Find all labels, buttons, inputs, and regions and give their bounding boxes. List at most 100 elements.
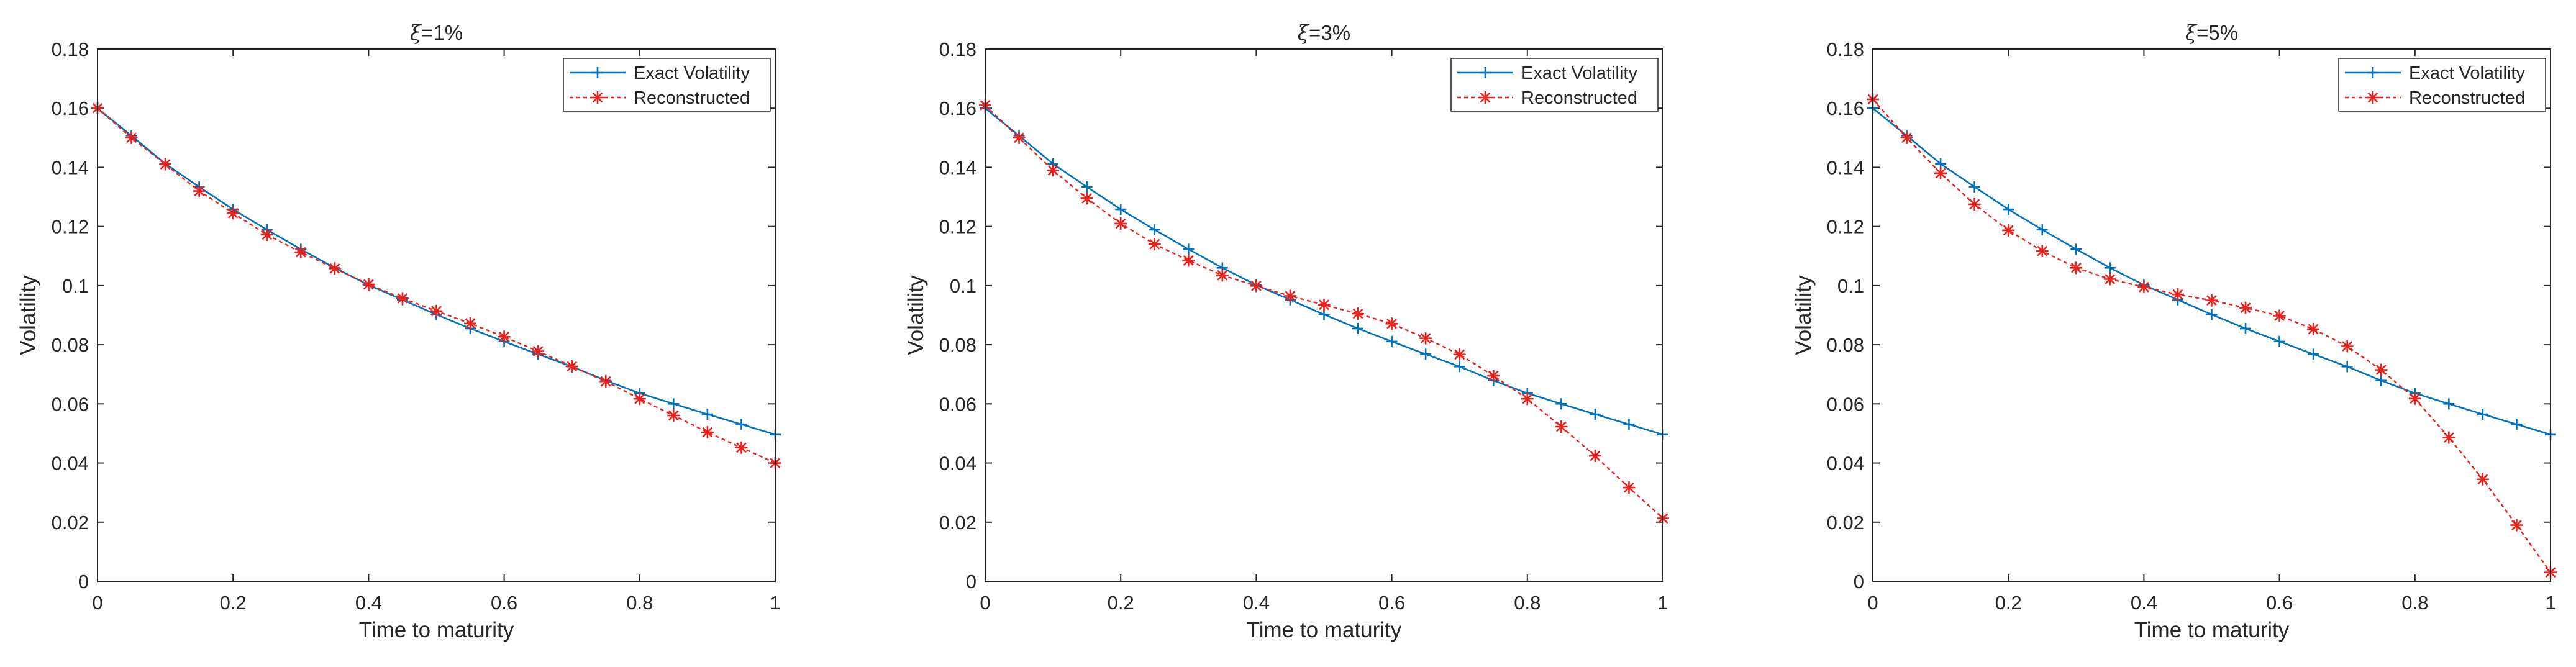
legend: Exact Volatility Reconstructed	[2338, 58, 2546, 112]
legend-marker	[591, 91, 604, 104]
y-tick-label: 0.1	[62, 275, 89, 297]
chart-title: ξ=1%	[410, 20, 463, 45]
y-tick-label: 0	[966, 571, 976, 592]
data-point	[498, 330, 511, 343]
x-tick-label: 0.2	[1995, 592, 2022, 614]
data-point	[2070, 243, 2082, 255]
data-point	[2206, 309, 2218, 320]
data-point	[1352, 307, 1365, 320]
data-point	[2341, 361, 2353, 373]
x-tick-label: 0	[1867, 592, 1878, 614]
data-point	[1968, 181, 1980, 193]
x-tick-label: 0.8	[626, 592, 653, 614]
chart-panel-1: 0 0.02 0.04 0.06 0.08 0.1 0.12 0.14 0.16 0.18 0 0.2…	[16, 20, 781, 642]
x-tick-label: 0.8	[2401, 592, 2428, 614]
data-point	[2239, 301, 2252, 314]
y-tick-label: 0.16	[52, 98, 89, 119]
data-point	[633, 392, 646, 406]
data-point	[1419, 332, 1432, 345]
data-point	[1555, 420, 1568, 433]
data-point	[1521, 392, 1534, 406]
y-tick-label: 0.14	[1827, 157, 1864, 178]
title-symbol: ξ	[1298, 20, 1310, 45]
x-tick-label: 0.8	[1514, 592, 1541, 614]
data-point	[430, 304, 443, 317]
data-point	[2036, 224, 2048, 235]
data-point	[1081, 181, 1093, 193]
data-point	[1114, 217, 1127, 230]
data-point	[125, 131, 138, 144]
data-point	[1420, 348, 1432, 360]
data-point	[735, 419, 747, 430]
legend-label: Exact Volatility	[634, 63, 750, 83]
legend: Exact Volatility Reconstructed	[1450, 58, 1659, 112]
y-axis-label: Volatility	[16, 275, 40, 355]
data-point	[1183, 243, 1195, 255]
data-point	[2171, 288, 2184, 301]
series-reconstructed	[91, 102, 781, 470]
legend-marker	[1480, 67, 1491, 78]
data-point	[2273, 309, 2286, 322]
data-point	[2375, 363, 2388, 376]
data-point	[735, 441, 748, 454]
data-point	[2476, 473, 2489, 486]
y-tick-label: 0.04	[1827, 453, 1864, 474]
x-tick-label: 0.2	[220, 592, 247, 614]
data-point	[2036, 245, 2049, 258]
data-point	[1588, 450, 1601, 463]
y-tick-label: 0.12	[52, 216, 89, 238]
data-point	[2375, 374, 2387, 386]
y-tick-label: 0.04	[52, 453, 89, 474]
legend-label: Reconstructed	[1521, 88, 1637, 108]
data-point	[1900, 131, 1913, 144]
x-tick-label: 0.6	[1378, 592, 1405, 614]
x-tick-label: 0	[92, 592, 102, 614]
data-point	[1454, 361, 1465, 373]
data-point	[2002, 224, 2015, 237]
data-point	[1149, 224, 1160, 235]
data-point	[2205, 294, 2218, 307]
legend-label: Reconstructed	[634, 88, 750, 108]
x-tick-label: 1	[2545, 592, 2556, 614]
x-tick-label: 1	[770, 592, 780, 614]
legend-label: Reconstructed	[2409, 88, 2525, 108]
data-point	[2307, 322, 2320, 335]
data-point	[2341, 340, 2354, 353]
data-point	[2308, 348, 2319, 360]
legend-marker	[2367, 91, 2379, 104]
y-axis-label: Volatility	[1791, 275, 1816, 355]
data-point	[1968, 197, 1981, 211]
y-tick-label: 0.08	[52, 334, 89, 356]
y-tick-label: 0.08	[1827, 334, 1864, 356]
x-axis-label: Time to maturity	[359, 618, 514, 642]
series-exact-volatility	[1867, 102, 2556, 440]
y-tick-label: 0.04	[939, 453, 976, 474]
data-point	[1555, 398, 1567, 410]
chart-title: ξ=5%	[2185, 20, 2238, 45]
data-point	[701, 408, 713, 420]
y-tick-label: 0.18	[52, 39, 89, 60]
x-tick-label: 0.6	[491, 592, 517, 614]
y-tick-label: 0.16	[1827, 98, 1864, 119]
data-point	[1487, 370, 1500, 383]
data-point	[2510, 519, 2523, 532]
y-tick-label: 0.16	[939, 98, 976, 119]
data-point	[2070, 261, 2083, 275]
x-tick-label: 0.4	[355, 592, 382, 614]
y-tick-label: 0.12	[939, 216, 976, 238]
data-point	[1080, 192, 1093, 205]
data-point	[227, 207, 240, 220]
y-tick-label: 0.02	[939, 512, 976, 533]
y-tick-label: 0.1	[950, 275, 976, 297]
x-tick-label: 0.6	[2266, 592, 2293, 614]
data-point	[668, 398, 680, 410]
data-point	[1250, 279, 1263, 293]
y-tick-label: 0.06	[939, 393, 976, 415]
data-point	[2273, 335, 2285, 347]
data-point	[294, 246, 307, 259]
y-tick-label: 0.06	[1827, 393, 1864, 415]
data-point	[396, 292, 409, 305]
data-point	[2104, 262, 2116, 274]
x-tick-label: 0.4	[1243, 592, 1270, 614]
